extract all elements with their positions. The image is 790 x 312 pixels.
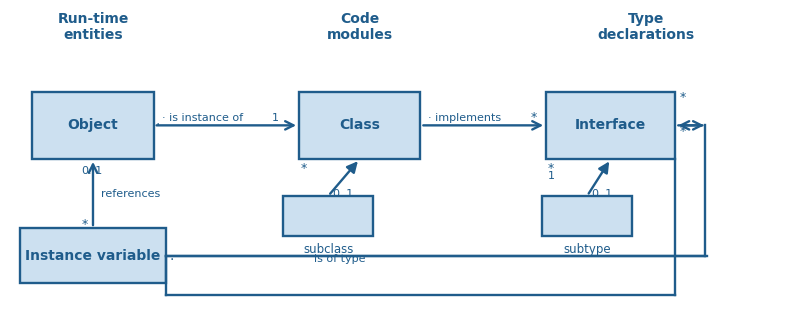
Text: *: * [300, 162, 307, 175]
Text: *: * [547, 162, 554, 175]
Text: *: * [679, 125, 686, 138]
FancyBboxPatch shape [32, 92, 154, 159]
Text: ·: · [170, 253, 174, 267]
FancyBboxPatch shape [546, 92, 675, 159]
Text: Code
modules: Code modules [326, 12, 393, 42]
Text: 0..1: 0..1 [591, 189, 612, 199]
Text: *: * [679, 91, 686, 104]
Text: Instance variable: Instance variable [25, 249, 160, 263]
Text: · implements: · implements [428, 113, 502, 123]
Text: *: * [530, 111, 536, 124]
Text: 1: 1 [273, 113, 280, 123]
FancyBboxPatch shape [21, 228, 166, 283]
Text: 1: 1 [547, 171, 555, 181]
Text: Type
declarations: Type declarations [597, 12, 694, 42]
FancyBboxPatch shape [299, 92, 420, 159]
Text: · is instance of: · is instance of [162, 113, 243, 123]
Text: 0..1: 0..1 [81, 166, 103, 176]
Text: subtype: subtype [563, 243, 611, 256]
Text: ·: · [156, 118, 160, 132]
Text: Class: Class [339, 118, 380, 132]
FancyBboxPatch shape [542, 196, 632, 236]
Text: Interface: Interface [575, 118, 646, 132]
Text: Run-time
entities: Run-time entities [58, 12, 129, 42]
Text: Object: Object [68, 118, 118, 132]
Text: subclass: subclass [303, 243, 353, 256]
FancyBboxPatch shape [284, 196, 374, 236]
Text: *: * [81, 218, 88, 232]
Text: is of type: is of type [314, 254, 366, 264]
Text: 0..1: 0..1 [333, 189, 353, 199]
Text: references: references [101, 188, 160, 198]
